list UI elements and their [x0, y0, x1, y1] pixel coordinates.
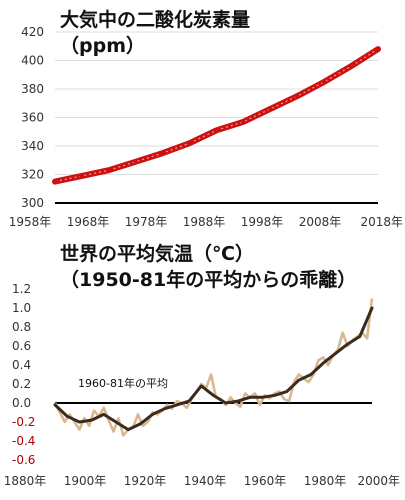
x-tick-label: 2000年 [357, 474, 400, 488]
y-tick-label: -0.6 [12, 453, 35, 467]
x-tick-label: 1988年 [183, 215, 226, 229]
y-tick-label: -0.4 [12, 434, 35, 448]
y-tick-label: 400 [21, 54, 44, 68]
data-point [106, 168, 112, 173]
x-tick-label: 1998年 [241, 215, 284, 229]
x-tick-label: 1940年 [184, 474, 227, 488]
series-line [52, 46, 381, 185]
y-tick-label: 340 [21, 139, 44, 153]
x-tick-label: 1958年 [9, 215, 52, 229]
x-tick-label: 1900年 [64, 474, 107, 488]
x-tick-label: 2008年 [299, 215, 342, 229]
data-point [52, 179, 58, 184]
data-point [241, 119, 246, 124]
y-tick-label: 1.0 [12, 301, 31, 315]
x-tick-label: 1978年 [125, 215, 168, 229]
temperature-chart: 世界の平均気温（℃） （1950-81年の平均からの乖離） 1.2 1.0 0.8 0… [0, 240, 405, 500]
y-tick-label: 0.4 [12, 358, 31, 372]
co2-chart: 大気中の二酸化炭素量 （ppm） 300 320 340 360 380 400 420 19… [0, 0, 405, 240]
data-point [295, 93, 300, 99]
co2-plot: 300 320 340 360 380 400 420 1958年 1968年 1978年 1988… [9, 25, 403, 229]
y-tick-label: 1.2 [12, 282, 31, 296]
data-point [321, 79, 327, 85]
y-tick-label: 0.2 [12, 377, 31, 391]
y-tick-label: 0.8 [12, 320, 31, 334]
x-tick-label: 1968年 [67, 215, 110, 229]
y-tick-label: 360 [21, 111, 44, 125]
chart-subtitle: （ppm） [60, 35, 145, 57]
data-point [79, 173, 85, 179]
x-tick-label: 2018年 [360, 215, 403, 229]
y-tick-label: 320 [21, 168, 44, 182]
y-tick-label: -0.2 [12, 415, 35, 429]
y-tick-label: 0.0 [12, 396, 31, 410]
y-tick-label: 380 [21, 82, 44, 96]
x-tick-label: 1920年 [124, 474, 167, 488]
data-point [133, 159, 138, 164]
x-tick-label: 1960年 [244, 474, 287, 488]
reference-line-label: 1960-81年の平均 [78, 376, 168, 390]
temperature-plot: 1.2 1.0 0.8 0.6 0.4 0.2 0.0 -0.2 -0.4 -0.6 1960-81… [4, 282, 400, 488]
seasonal-highlight [54, 48, 379, 183]
data-point [375, 46, 381, 52]
data-point [214, 128, 219, 133]
data-point [348, 63, 354, 69]
data-point [187, 140, 192, 146]
y-tick-label: 0.6 [12, 339, 31, 353]
smoothed-series-line [53, 306, 374, 432]
y-tick-label: 420 [21, 25, 44, 39]
chart-subtitle: （1950-81年の平均からの乖離） [60, 269, 357, 291]
chart-title: 世界の平均気温（℃） [60, 243, 255, 265]
data-point [268, 106, 273, 112]
y-tick-label: 300 [21, 196, 44, 210]
chart-title: 大気中の二酸化炭素量 [60, 9, 251, 31]
x-tick-label: 1880年 [4, 474, 47, 488]
data-point [160, 150, 165, 156]
x-tick-label: 1980年 [304, 474, 347, 488]
